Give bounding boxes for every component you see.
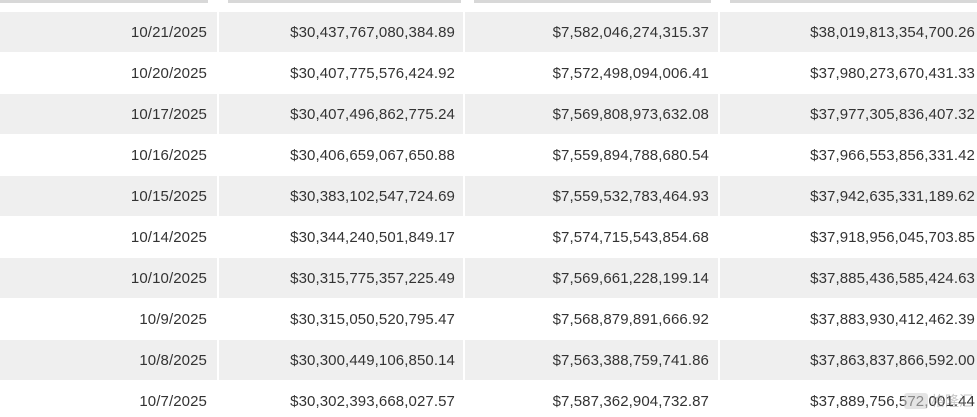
cell-value-col1: $30,407,496,862,775.24 (219, 94, 465, 135)
table-row: 10/9/2025 $30,315,050,520,795.47 $7,568,87… (0, 299, 977, 340)
table-header-strip (0, 0, 977, 12)
cell-value-col3: $37,883,930,412,462.39 (720, 299, 977, 340)
cell-value-col3: $37,863,837,866,592.00 (720, 340, 977, 381)
header-bar-date (0, 0, 208, 3)
cell-value-col2: $7,563,388,759,741.86 (465, 340, 720, 381)
cell-date: 10/9/2025 (0, 299, 219, 340)
table-row: 10/8/2025 $30,300,449,106,850.14 $7,563,38… (0, 340, 977, 381)
cell-date: 10/21/2025 (0, 12, 219, 53)
cell-date: 10/7/2025 (0, 381, 219, 417)
table-row: 10/16/2025 $30,406,659,067,650.88 $7,559,8… (0, 135, 977, 176)
cell-value-col1: $30,406,659,067,650.88 (219, 135, 465, 176)
cell-value-col2: $7,574,715,543,854.68 (465, 217, 720, 258)
cell-date: 10/14/2025 (0, 217, 219, 258)
cell-value-col1: $30,302,393,668,027.57 (219, 381, 465, 417)
cell-value-col2: $7,559,894,788,680.54 (465, 135, 720, 176)
cell-date: 10/10/2025 (0, 258, 219, 299)
cell-date: 10/16/2025 (0, 135, 219, 176)
cell-value-col1: $30,300,449,106,850.14 (219, 340, 465, 381)
header-bar-col3 (730, 0, 977, 3)
cell-value-col3: $37,885,436,585,424.63 (720, 258, 977, 299)
table-row: 10/10/2025 $30,315,775,357,225.49 $7,569,6… (0, 258, 977, 299)
cell-value-col3: $38,019,813,354,700.26 (720, 12, 977, 53)
cell-value-col1: $30,344,240,501,849.17 (219, 217, 465, 258)
cell-value-col2: $7,582,046,274,315.37 (465, 12, 720, 53)
table-row: 10/20/2025 $30,407,775,576,424.92 $7,572,4… (0, 53, 977, 94)
cell-date: 10/20/2025 (0, 53, 219, 94)
header-bar-col1 (228, 0, 461, 3)
cell-value-col2: $7,572,498,094,006.41 (465, 53, 720, 94)
table-row: 10/21/2025 $30,437,767,080,384.89 $7,582,0… (0, 12, 977, 53)
cell-value-col3: $37,942,635,331,189.62 (720, 176, 977, 217)
cell-value-col1: $30,407,775,576,424.92 (219, 53, 465, 94)
cell-date: 10/17/2025 (0, 94, 219, 135)
cell-value-col3: $37,889,756,572,001.44 (720, 381, 977, 417)
cell-value-col2: $7,568,879,891,666.92 (465, 299, 720, 340)
watermark-logo-icon (904, 393, 928, 409)
cell-value-col2: $7,569,808,973,632.08 (465, 94, 720, 135)
table-row: 10/17/2025 $30,407,496,862,775.24 $7,569,8… (0, 94, 977, 135)
cell-value-col1: $30,437,767,080,384.89 (219, 12, 465, 53)
cell-value-col3: $37,980,273,670,431.33 (720, 53, 977, 94)
cell-value-col3: $37,966,553,856,331.42 (720, 135, 977, 176)
cell-value-col1: $30,315,050,520,795.47 (219, 299, 465, 340)
cell-date: 10/15/2025 (0, 176, 219, 217)
cell-date: 10/8/2025 (0, 340, 219, 381)
table-row: 10/15/2025 $30,383,102,547,724.69 $7,559,5… (0, 176, 977, 217)
cell-value-col2: $7,569,661,228,199.14 (465, 258, 720, 299)
table-row: 10/7/2025 $30,302,393,668,027.57 $7,587,36… (0, 381, 977, 417)
cell-value-col2: $7,559,532,783,464.93 (465, 176, 720, 217)
header-bar-col2 (474, 0, 711, 3)
cell-value-col1: $30,383,102,547,724.69 (219, 176, 465, 217)
table-row: 10/14/2025 $30,344,240,501,849.17 $7,574,7… (0, 217, 977, 258)
cell-value-col1: $30,315,775,357,225.49 (219, 258, 465, 299)
cell-value-col2: $7,587,362,904,732.87 (465, 381, 720, 417)
cell-value-col3: $37,918,956,045,703.85 (720, 217, 977, 258)
watermark-text: 格隆汇 (931, 393, 973, 409)
table-body: 10/21/2025 $30,437,767,080,384.89 $7,582,0… (0, 12, 977, 417)
cell-value-col3: $37,977,305,836,407.32 (720, 94, 977, 135)
watermark: 格隆汇 (904, 391, 973, 411)
